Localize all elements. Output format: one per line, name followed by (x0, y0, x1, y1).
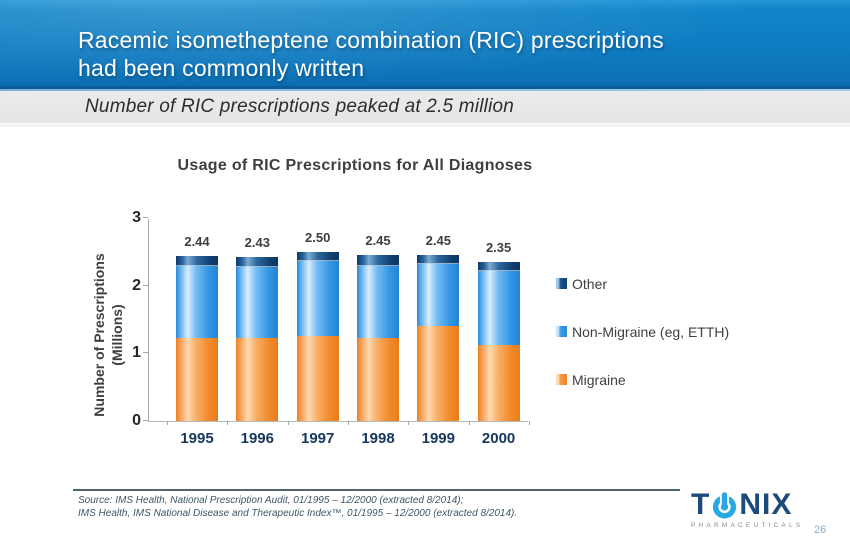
x-tick-mark (348, 421, 349, 425)
slide-title-line2: had been commonly written (78, 55, 365, 81)
page-number: 26 (814, 524, 827, 536)
slide-header: Racemic isometheptene combination (RIC) … (0, 0, 850, 86)
legend-swatch-migraine (556, 374, 567, 385)
bar-segment-other (357, 255, 399, 267)
bar-total-label: 2.44 (184, 233, 210, 249)
plot-area: 0 1 2 3 2.44 1995 2.43 1996 2.50 1997 2.45 1998 2.45… (132, 209, 530, 447)
source-line2: IMS Health, IMS National Disease and The… (78, 508, 518, 519)
bar-group: 2.44 (176, 234, 218, 421)
bar-group: 2.43 (236, 235, 279, 421)
y-axis-title-line2: (Millions) (109, 304, 125, 366)
logo-pharmaceuticals-label: PHARMACEUTICALS (691, 522, 804, 529)
y-tick-label: 3 (132, 209, 141, 226)
bar-segment-migraine (296, 335, 339, 421)
bar-group: 2.50 (296, 230, 339, 421)
bar-segment-other (477, 262, 520, 271)
bar-segment-migraine (417, 325, 460, 421)
power-icon (713, 491, 737, 519)
x-tick-mark (167, 421, 168, 425)
bar-total-label: 2.45 (425, 233, 451, 249)
header-divider-dark (0, 86, 850, 89)
x-axis-label: 2000 (481, 430, 516, 447)
subtitle-text: Number of RIC prescriptions peaked at 2.… (85, 96, 515, 117)
tonix-logo: T NIX PHARMACEUTICALS (691, 490, 816, 530)
x-axis-label: 1998 (361, 430, 395, 447)
legend-swatch-other (556, 278, 567, 289)
bar-group: 2.45 (417, 233, 460, 421)
y-axis-title-line1: Number of Prescriptions (91, 253, 107, 417)
bar-segment-other (236, 256, 279, 268)
x-axis-label: 1999 (421, 430, 455, 447)
bar-group: 2.35 (477, 240, 520, 421)
legend-label: Non-Migraine (eg, ETTH) (572, 323, 730, 340)
chart-title: Usage of RIC Prescriptions for All Diagn… (177, 157, 533, 174)
source-line1: Source: IMS Health, National Prescriptio… (78, 495, 464, 506)
bar-segment-migraine (176, 337, 218, 421)
bar-total-label: 2.35 (485, 240, 512, 255)
y-tick-label: 0 (132, 412, 141, 429)
logo-letters-nix: NIX (739, 488, 793, 521)
bar-segment-migraine (477, 344, 520, 421)
footer-divider (73, 489, 680, 491)
bar-segment-nonmigraine (296, 260, 339, 336)
x-axis-label: 1995 (180, 430, 214, 447)
bar-segment-migraine (236, 338, 279, 421)
y-tick-label: 1 (132, 344, 141, 362)
legend-item: Migraine (556, 371, 729, 388)
legend-label: Other (572, 275, 608, 292)
logo-wordmark: T NIX (691, 490, 816, 520)
x-tick-mark (287, 421, 289, 425)
bar-segment-nonmigraine (417, 264, 460, 326)
x-tick-mark (227, 421, 229, 425)
bar-total-label: 2.43 (244, 234, 270, 250)
legend-item: Other (556, 275, 729, 292)
bar-group: 2.45 (357, 233, 399, 421)
legend-swatch-nonmigraine (556, 326, 567, 337)
bar-total-label: 2.45 (365, 233, 391, 249)
source-text: Source: IMS Health, National Prescriptio… (78, 494, 517, 520)
slide-title-line1: Racemic isometheptene combination (RIC) … (78, 27, 664, 53)
bar-total-label: 2.50 (305, 229, 331, 245)
bar-segment-nonmigraine (357, 266, 399, 338)
subtitle-band: Number of RIC prescriptions peaked at 2.… (0, 91, 850, 123)
y-tick-label: 2 (132, 276, 141, 294)
x-tick-mark (529, 421, 530, 425)
x-axis-label: 1996 (240, 430, 274, 447)
header-divider-light (0, 89, 850, 91)
legend-label: Migraine (572, 371, 626, 388)
bar-segment-other (417, 255, 460, 265)
bar-segment-migraine (357, 337, 399, 421)
chart: Usage of RIC Prescriptions for All Diagn… (0, 130, 850, 470)
chart-legend: Other Non-Migraine (eg, ETTH) Migraine (556, 276, 729, 420)
slide-title: Racemic isometheptene combination (RIC) … (78, 26, 664, 82)
bar-segment-other (176, 255, 218, 267)
y-tick-mark (143, 352, 148, 354)
logo-letter-t: T (691, 488, 711, 521)
bar-segment-nonmigraine (176, 266, 218, 338)
x-tick-mark (408, 421, 410, 425)
y-tick-mark (143, 284, 148, 286)
y-tick-mark (143, 420, 148, 421)
x-axis-label: 1997 (301, 430, 335, 447)
y-axis-title: Number of Prescriptions (Millions) (90, 195, 126, 475)
bar-segment-nonmigraine (236, 267, 279, 339)
bar-segment-other (296, 251, 339, 261)
y-tick-mark (143, 217, 148, 218)
x-tick-mark (468, 421, 470, 425)
legend-item: Non-Migraine (eg, ETTH) (556, 323, 730, 340)
bar-segment-nonmigraine (477, 270, 520, 345)
